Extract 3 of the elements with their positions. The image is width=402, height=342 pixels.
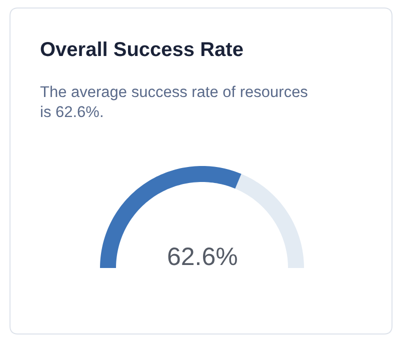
chart-subtitle: The average success rate of resources is 62.6%. bbox=[40, 84, 308, 122]
text: 62.6% bbox=[167, 243, 238, 271]
chart-title: Overall Success Rate bbox=[40, 39, 244, 61]
